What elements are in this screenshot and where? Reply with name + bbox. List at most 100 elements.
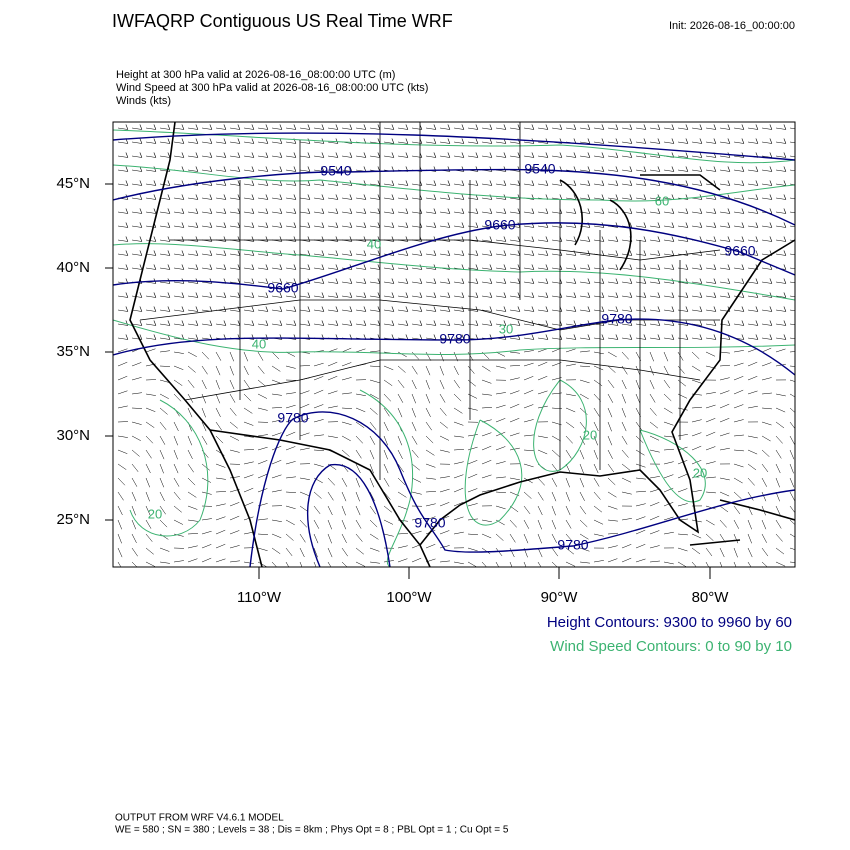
wind-barb: [243, 183, 254, 186]
wind-barb: [159, 337, 170, 340]
wind-barb: [257, 460, 268, 465]
wind-barb: [313, 533, 319, 544]
wind-barb: [733, 547, 738, 558]
wind-barb: [761, 197, 772, 200]
wind-barb: [285, 547, 293, 557]
wind-barb: [733, 404, 744, 409]
wind-barb-flag: [139, 208, 143, 214]
wind-barb-flag: [798, 292, 800, 297]
wind-barb: [257, 183, 268, 186]
wind-barb: [677, 211, 688, 214]
wind-barb-flag: [363, 292, 367, 298]
wind-barb-flag: [307, 124, 311, 130]
wind-barb-flag: [601, 166, 605, 172]
wind-barb: [761, 561, 768, 567]
wind-barb-flag: [335, 208, 339, 214]
wind-barb: [229, 127, 240, 130]
wind-barb-flag: [223, 292, 227, 298]
wind-barb: [467, 253, 478, 256]
wind-barb: [523, 323, 534, 326]
wind-barb: [677, 561, 687, 567]
wind-barb-flag: [798, 250, 800, 255]
wind-barb: [537, 155, 548, 158]
wind-barb-flag: [377, 124, 381, 130]
wind-barb-flag: [433, 334, 437, 340]
wind-barb: [397, 558, 408, 563]
wind-barb: [537, 375, 548, 381]
wind-barb: [691, 141, 702, 144]
wind-barb-flag: [433, 124, 437, 130]
wind-barb: [775, 141, 786, 144]
wind-barb: [593, 337, 604, 340]
wind-barb-flag: [447, 152, 451, 158]
wind-barb-flag: [727, 250, 731, 256]
wind-barb: [551, 309, 562, 312]
wind-barb-flag: [475, 264, 479, 270]
wind-barb-flag: [363, 194, 367, 200]
wind-barb: [607, 281, 618, 284]
wind-barb-flag: [769, 292, 773, 298]
wind-barb: [145, 281, 156, 284]
wind-barb: [607, 558, 618, 563]
wind-barb: [187, 323, 198, 326]
wind-barb: [327, 505, 333, 516]
wind-barb: [187, 519, 198, 522]
wind-barb-flag: [307, 306, 311, 312]
wind-barb: [537, 225, 548, 228]
wind-barb-flag: [223, 152, 227, 158]
wind-barb-flag: [265, 306, 269, 312]
wind-barb: [257, 127, 268, 130]
wind-barb-flag: [433, 194, 437, 200]
wind-barb: [201, 393, 206, 404]
wind-barb: [159, 379, 170, 383]
wind-barb: [117, 169, 128, 172]
wind-barb: [537, 127, 548, 130]
wind-barb: [607, 365, 616, 373]
wind-barb-flag: [531, 208, 535, 214]
wind-barb-flag: [769, 152, 773, 158]
wind-barb: [159, 239, 170, 242]
wind-barb: [425, 211, 436, 214]
wind-barb: [677, 267, 688, 270]
wind-barb: [117, 491, 124, 501]
wind-barb: [383, 421, 389, 432]
wind-barb: [775, 281, 786, 284]
wind-barb: [523, 463, 534, 468]
wind-barb: [565, 127, 576, 130]
wind-barb: [649, 560, 660, 563]
wind-barb-flag: [139, 264, 143, 270]
height-contour-label: 9540: [524, 161, 555, 177]
wind-barb: [439, 309, 450, 312]
wind-barb: [565, 225, 576, 228]
wind-barb: [565, 505, 571, 516]
wind-barb-flag: [699, 138, 703, 144]
wind-barb: [705, 404, 716, 409]
wind-barb: [607, 295, 618, 298]
wind-barb: [677, 141, 688, 144]
wind-barb: [131, 295, 142, 298]
wind-barb-flag: [195, 306, 199, 312]
wind-barb: [411, 127, 422, 130]
wind-barb: [635, 155, 646, 158]
wind-barb-flag: [587, 138, 591, 144]
wind-barb: [313, 295, 324, 298]
wind-barb: [551, 547, 559, 557]
wind-barb: [439, 295, 450, 298]
wind-barb: [719, 519, 727, 528]
wind-barb-flag: [195, 320, 199, 326]
wind-barb: [789, 449, 795, 460]
wind-barb: [229, 225, 240, 228]
wind-barb: [313, 197, 324, 200]
wind-barb: [733, 477, 743, 484]
wind-barb: [663, 183, 674, 186]
wind-barb: [663, 295, 674, 298]
wind-barb: [663, 225, 674, 228]
wind-barb-flag: [657, 306, 661, 312]
wind-barb: [257, 267, 268, 270]
wind-barb: [649, 169, 660, 172]
wind-barb-flag: [461, 236, 465, 242]
wind-barb: [341, 295, 352, 298]
wind-barb-flag: [447, 208, 451, 214]
wind-barb: [425, 365, 431, 376]
wind-barb-flag: [573, 166, 577, 172]
